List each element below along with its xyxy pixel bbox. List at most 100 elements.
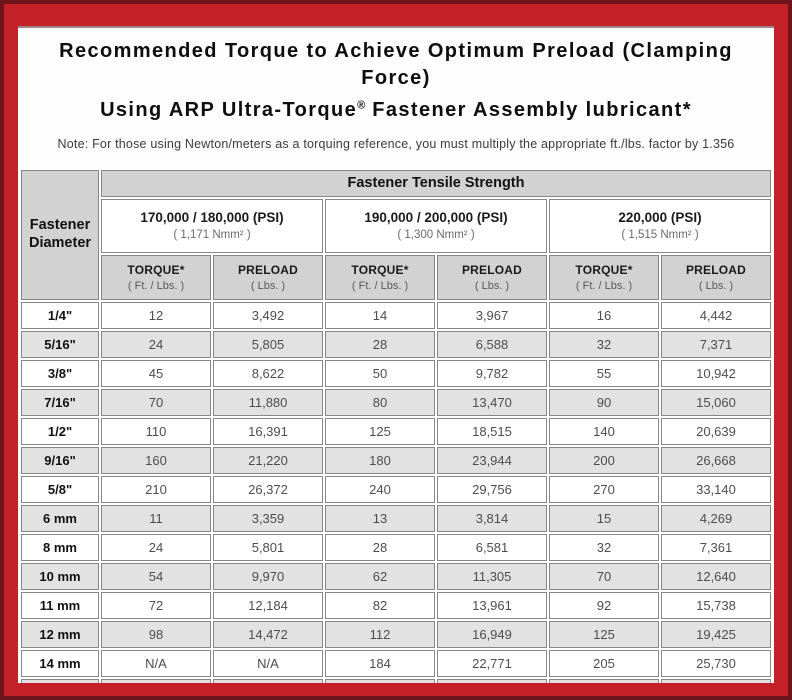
- document-card: Recommended Torque to Achieve Optimum Pr…: [18, 26, 774, 683]
- value-cell: 12: [101, 301, 211, 329]
- value-cell: 90: [549, 388, 659, 416]
- psi-header-170-180: 170,000 / 180,000 (PSI) ( 1,171 Nmm² ): [101, 198, 323, 253]
- value-cell: 12,184: [213, 591, 323, 619]
- value-cell: 92: [549, 591, 659, 619]
- title-line-2: Using ARP Ultra-Torque® Fastener Assembl…: [100, 98, 692, 121]
- value-cell: 16: [549, 301, 659, 329]
- page-title: Recommended Torque to Achieve Optimum Pr…: [26, 38, 766, 124]
- value-cell: 6,581: [437, 533, 547, 561]
- value-cell: 28: [325, 330, 435, 358]
- value-cell: N/A: [213, 678, 323, 683]
- value-cell: 50: [325, 359, 435, 387]
- value-cell: 110: [101, 417, 211, 445]
- diameter-cell: 9/16": [21, 446, 99, 474]
- table-row: 10 mm 54 9,970 62 11,305 70 12,640: [21, 562, 771, 590]
- sub-header-row: TORQUE* ( Ft. / Lbs. ) PRELOAD ( Lbs. ) …: [21, 254, 771, 300]
- value-cell: 112: [325, 620, 435, 648]
- preload-column-header: PRELOAD ( Lbs. ): [437, 254, 547, 300]
- value-cell: 22,771: [437, 649, 547, 677]
- preload-column-header: PRELOAD ( Lbs. ): [213, 254, 323, 300]
- value-cell: 11: [101, 504, 211, 532]
- preload-column-header: PRELOAD ( Lbs. ): [661, 254, 771, 300]
- value-cell: 32: [549, 533, 659, 561]
- table-row: 12 mm 98 14,472 112 16,949 125 19,425: [21, 620, 771, 648]
- value-cell: 32: [549, 330, 659, 358]
- value-cell: 244: [325, 678, 435, 683]
- value-cell: 3,492: [213, 301, 323, 329]
- value-cell: 16,949: [437, 620, 547, 648]
- value-cell: 70: [101, 388, 211, 416]
- table-row: 5/16" 24 5,805 28 6,588 32 7,371: [21, 330, 771, 358]
- fastener-diameter-header: Fastener Diameter: [21, 169, 99, 300]
- value-cell: 6,588: [437, 330, 547, 358]
- value-cell: 8,622: [213, 359, 323, 387]
- value-cell: 13,961: [437, 591, 547, 619]
- value-cell: 3,359: [213, 504, 323, 532]
- value-cell: 4,269: [661, 504, 771, 532]
- value-cell: N/A: [101, 678, 211, 683]
- table-row: 8 mm 24 5,801 28 6,581 32 7,361: [21, 533, 771, 561]
- value-cell: 70: [549, 562, 659, 590]
- value-cell: 272: [549, 678, 659, 683]
- value-cell: 21,220: [213, 446, 323, 474]
- table-row: 6 mm 11 3,359 13 3,814 15 4,269: [21, 504, 771, 532]
- value-cell: 14,472: [213, 620, 323, 648]
- diameter-cell: 14 mm: [21, 649, 99, 677]
- registered-trademark: ®: [357, 99, 366, 111]
- psi-header-220: 220,000 (PSI) ( 1,515 Nmm² ): [549, 198, 771, 253]
- value-cell: 82: [325, 591, 435, 619]
- table-row: 1/4" 12 3,492 14 3,967 16 4,442: [21, 301, 771, 329]
- value-cell: 3,967: [437, 301, 547, 329]
- value-cell: 4,442: [661, 301, 771, 329]
- value-cell: 80: [325, 388, 435, 416]
- value-cell: 26,668: [661, 446, 771, 474]
- value-cell: 33,140: [661, 475, 771, 503]
- value-cell: 11,880: [213, 388, 323, 416]
- diameter-cell: 8 mm: [21, 533, 99, 561]
- value-cell: 62: [325, 562, 435, 590]
- table-row: 7/16" 70 11,880 80 13,470 90 15,060: [21, 388, 771, 416]
- value-cell: 7,361: [661, 533, 771, 561]
- value-cell: 13,470: [437, 388, 547, 416]
- table-row: 11 mm 72 12,184 82 13,961 92 15,738: [21, 591, 771, 619]
- value-cell: 98: [101, 620, 211, 648]
- value-cell: 15,738: [661, 591, 771, 619]
- table-row: 1/2" 110 16,391 125 18,515 140 20,639: [21, 417, 771, 445]
- diameter-cell: 5/16": [21, 330, 99, 358]
- value-cell: 16,391: [213, 417, 323, 445]
- group-header-row: Fastener Diameter Fastener Tensile Stren…: [21, 169, 771, 300]
- diameter-cell: 1/2": [21, 417, 99, 445]
- value-cell: 28: [325, 533, 435, 561]
- value-cell: 160: [101, 446, 211, 474]
- diameter-cell: 1/4": [21, 301, 99, 329]
- value-cell: 54: [101, 562, 211, 590]
- table-row: 16 mm N/A N/A 244 29,664 272 33,519: [21, 678, 771, 683]
- value-cell: 26,372: [213, 475, 323, 503]
- diameter-cell: 12 mm: [21, 620, 99, 648]
- value-cell: 19,425: [661, 620, 771, 648]
- value-cell: 11,305: [437, 562, 547, 590]
- value-cell: 72: [101, 591, 211, 619]
- value-cell: 3,814: [437, 504, 547, 532]
- value-cell: 24: [101, 533, 211, 561]
- value-cell: 23,944: [437, 446, 547, 474]
- diameter-cell: 5/8": [21, 475, 99, 503]
- value-cell: 13: [325, 504, 435, 532]
- value-cell: 125: [549, 620, 659, 648]
- value-cell: 24: [101, 330, 211, 358]
- table-row: 3/8" 45 8,622 50 9,782 55 10,942: [21, 359, 771, 387]
- value-cell: 25,730: [661, 649, 771, 677]
- table-row: 14 mm N/A N/A 184 22,771 205 25,730: [21, 649, 771, 677]
- value-cell: 15,060: [661, 388, 771, 416]
- value-cell: 9,970: [213, 562, 323, 590]
- psi-header-row: 170,000 / 180,000 (PSI) ( 1,171 Nmm² ) 1…: [21, 198, 771, 253]
- tensile-strength-header: Fastener Tensile Strength: [101, 169, 771, 197]
- torque-column-header: TORQUE* ( Ft. / Lbs. ): [101, 254, 211, 300]
- value-cell: 210: [101, 475, 211, 503]
- value-cell: 240: [325, 475, 435, 503]
- table-row: 9/16" 160 21,220 180 23,944 200 26,668: [21, 446, 771, 474]
- diameter-cell: 6 mm: [21, 504, 99, 532]
- diameter-cell: 3/8": [21, 359, 99, 387]
- value-cell: 10,942: [661, 359, 771, 387]
- value-cell: 140: [549, 417, 659, 445]
